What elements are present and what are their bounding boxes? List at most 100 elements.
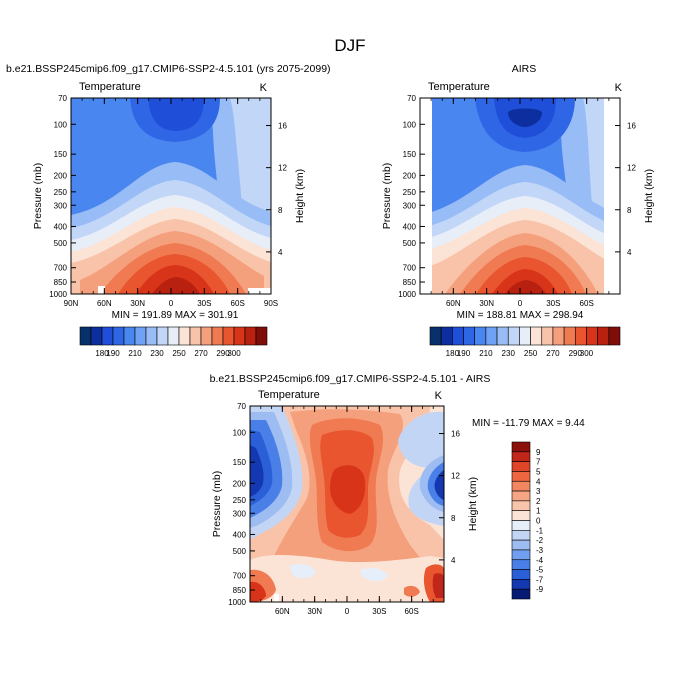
colorbar-label: 180: [95, 349, 109, 358]
colorbar-label: 180: [446, 349, 460, 358]
y-tick-label: 200: [403, 171, 417, 180]
colorbar-label: 2: [536, 497, 541, 506]
colorbar-swatch: [463, 326, 476, 346]
colorbar-swatch: [563, 326, 576, 346]
colorbar-label: 190: [457, 349, 471, 358]
panel-airs-stats: MIN = 188.81 MAX = 298.94: [457, 310, 584, 321]
colorbar-label: 1: [536, 507, 541, 516]
colorbar-swatch: [189, 326, 202, 346]
colorbar-swatch: [440, 326, 453, 346]
y-tick-label: 70: [58, 94, 67, 103]
contour-fill: [330, 465, 366, 514]
colorbar-label: 250: [524, 349, 538, 358]
y-right-tick-label: 4: [278, 248, 283, 257]
colorbar-swatch: [145, 326, 158, 346]
y-tick-label: 250: [403, 188, 417, 197]
panel-airs-units: K: [615, 82, 623, 94]
colorbar-label: 270: [546, 349, 560, 358]
colorbar-swatch: [496, 326, 509, 346]
y-tick-label: 500: [233, 547, 247, 556]
y-tick-label: 500: [403, 239, 417, 248]
y-right-axis-title: Height (km): [294, 169, 306, 223]
y-tick-label: 1000: [49, 290, 67, 299]
colorbar-label: -5: [536, 566, 544, 575]
y-right-tick-label: 16: [451, 430, 460, 439]
colorbar-swatch: [511, 480, 531, 492]
y-right-axis-title: Height (km): [467, 477, 479, 531]
x-tick-label: 30N: [479, 299, 494, 308]
colorbar-swatch: [511, 451, 531, 462]
colorbar-swatch: [123, 326, 136, 346]
panel-airs: AIRS Temperature K 60N 30N 0 30S 60S 70 100 150…: [381, 63, 655, 321]
colorbar-swatch: [511, 490, 531, 502]
colorbar-swatch: [519, 326, 531, 346]
colorbar-label: 7: [536, 458, 541, 467]
panel-diff: b.e21.BSSP245cmip6.f09_g17.CMIP6-SSP2-4.…: [210, 373, 585, 616]
colorbar-swatch: [255, 326, 268, 346]
panel-airs-field: [420, 98, 620, 294]
colorbar-label: -4: [536, 556, 544, 565]
y-right-tick-label: 16: [627, 122, 636, 131]
colorbar-swatch: [178, 326, 191, 346]
x-tick-label: 60N: [275, 607, 290, 616]
y-tick-label: 250: [54, 188, 68, 197]
y-right-tick-label: 4: [451, 556, 456, 565]
y-tick-label: 150: [403, 150, 417, 159]
missing-data: [274, 594, 279, 602]
colorbar-label: 230: [502, 349, 516, 358]
contour-fill: [404, 585, 420, 597]
colorbar-swatch: [511, 579, 531, 590]
colorbar-swatch: [511, 530, 531, 541]
colorbar-swatch: [474, 326, 487, 346]
colorbar-label: -9: [536, 585, 544, 594]
colorbar-swatch: [485, 326, 498, 346]
colorbar-label: 0: [536, 517, 541, 526]
colorbar-swatch: [233, 326, 246, 346]
panel-airs-axes: 60N 30N 0 30S 60S 70 100 150 200 250 300 400 500 700 8…: [381, 94, 655, 308]
colorbar-swatch: [574, 326, 587, 346]
colorbar-swatch: [200, 326, 213, 346]
x-tick-label: 30S: [197, 299, 211, 308]
contour-fill: [250, 581, 266, 602]
y-tick-label: 400: [403, 222, 417, 231]
contour-fill: [434, 470, 444, 500]
x-tick-label: 30S: [372, 607, 386, 616]
panel-diff-left-string: Temperature: [258, 389, 320, 401]
colorbar-label: 5: [536, 467, 541, 476]
colorbar-swatch: [511, 559, 531, 570]
x-tick-label: 30N: [307, 607, 322, 616]
contour-fill: [508, 108, 542, 127]
y-tick-label: 700: [403, 264, 417, 273]
x-tick-label: 30S: [546, 299, 560, 308]
x-tick-label: 0: [518, 299, 523, 308]
panel-model-units: K: [260, 82, 268, 94]
x-tick-label: 0: [345, 607, 350, 616]
colorbar-swatch: [530, 326, 543, 346]
missing-data: [420, 98, 432, 294]
colorbar-swatch: [222, 326, 235, 346]
colorbar-swatch: [156, 326, 169, 346]
y-axis-title: Pressure (mb): [381, 163, 393, 230]
y-tick-label: 400: [233, 530, 247, 539]
panel-diff-title: b.e21.BSSP245cmip6.f09_g17.CMIP6-SSP2-4.…: [210, 373, 491, 385]
panel-diff-stats: MIN = -11.79 MAX = 9.44: [472, 418, 585, 429]
contour-fill: [505, 280, 546, 294]
x-tick-label: 60N: [446, 299, 461, 308]
y-tick-label: 400: [54, 222, 68, 231]
y-tick-label: 850: [54, 278, 68, 287]
x-tick-label: 60S: [580, 299, 594, 308]
y-tick-label: 100: [233, 428, 247, 437]
contour-fill: [152, 277, 200, 294]
y-tick-label: 300: [403, 201, 417, 210]
panel-model-axes: 90N 60N 30N 0 30S 60S 90S 70 100 150 200 250 300 400 5…: [32, 94, 306, 308]
colorbar-label: 300: [227, 349, 241, 358]
y-right-tick-label: 16: [278, 122, 287, 131]
y-axis-title: Pressure (mb): [32, 163, 44, 230]
colorbar-label: 9: [536, 448, 541, 457]
panel-model-stats: MIN = 191.89 MAX = 301.91: [112, 310, 239, 321]
x-tick-label: 90N: [64, 299, 79, 308]
x-tick-label: 60N: [97, 299, 112, 308]
colorbar-swatch: [608, 326, 621, 346]
